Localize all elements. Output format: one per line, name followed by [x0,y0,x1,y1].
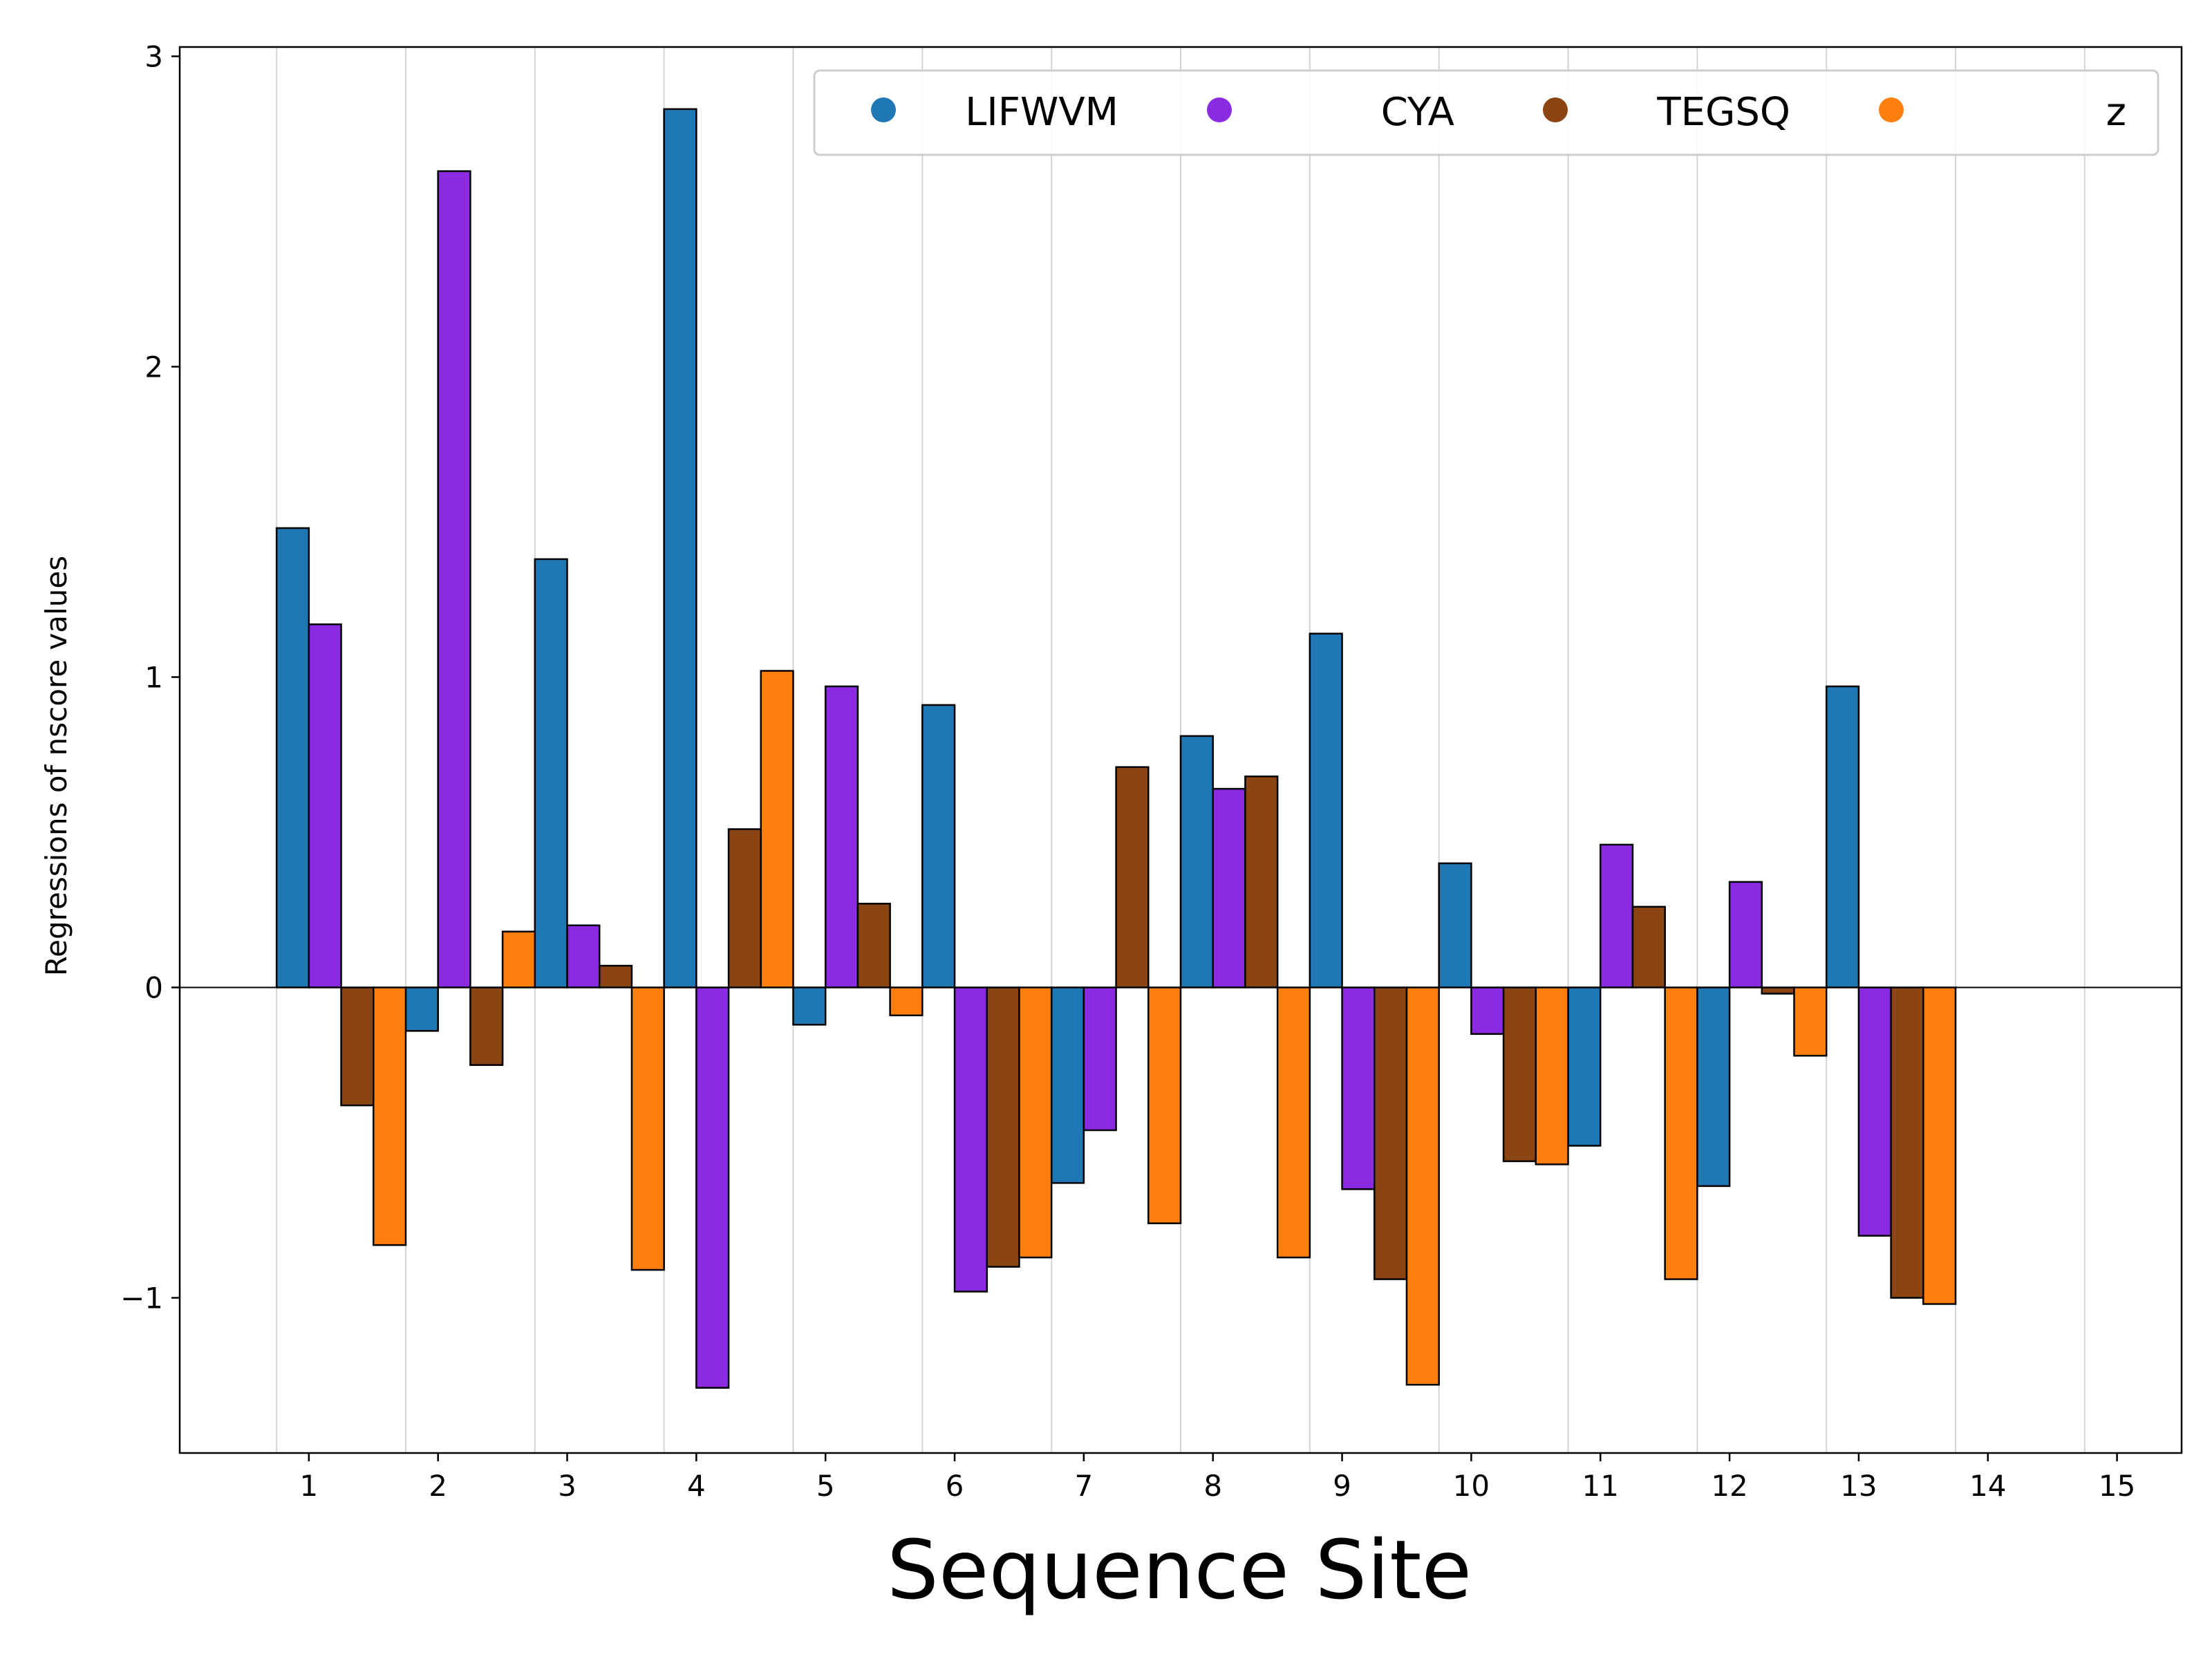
bar-cya-site-4 [695,986,730,1389]
legend-label-lifwvm: LIFWVM [965,90,1118,135]
bar-z-site-13 [1922,986,1957,1305]
bar-cya-site-11 [1599,843,1634,988]
x-tick-label: 4 [687,1469,706,1503]
bar-lifwvm-site-2 [404,986,439,1032]
legend: LIFWVM CYA TEGSQ z [813,69,2159,156]
y-tick-label: 2 [144,350,163,384]
bar-tegsq-site-7 [1115,766,1150,988]
bar-lifwvm-site-7 [1050,986,1085,1184]
x-tick-label: 9 [1333,1469,1351,1503]
x-tick-label: 3 [558,1469,577,1503]
bar-z-site-6 [1018,986,1053,1259]
bar-lifwvm-site-12 [1696,986,1731,1188]
bar-cya-site-3 [566,924,601,988]
bar-cya-site-10 [1470,986,1505,1035]
bar-z-site-3 [630,986,665,1271]
bar-cya-site-12 [1728,881,1763,988]
legend-marker-tegsq [1543,97,1568,122]
bar-lifwvm-site-5 [792,986,827,1026]
y-axis-label: Regressions of nscore values [39,556,73,976]
bar-lifwvm-site-4 [663,108,697,988]
bar-tegsq-site-11 [1631,906,1666,988]
legend-marker-cya [1207,97,1232,122]
x-tick-label: 14 [1969,1469,2006,1503]
bar-tegsq-site-13 [1890,986,1924,1299]
y-tick-label: 0 [144,971,163,1004]
bar-z-site-8 [1276,986,1311,1259]
bar-cya-site-13 [1857,986,1892,1237]
plot-frame [178,46,2183,1454]
bar-lifwvm-site-9 [1309,632,1343,988]
legend-label-z: z [2106,90,2126,135]
x-tick-label: 1 [299,1469,318,1503]
x-tick-label: 7 [1075,1469,1094,1503]
bar-z-site-4 [760,670,794,988]
bar-tegsq-site-5 [856,903,891,988]
bar-tegsq-site-4 [727,828,762,988]
bar-z-site-11 [1664,986,1698,1280]
bar-z-site-9 [1405,986,1440,1386]
bar-z-site-1 [373,986,407,1246]
bar-z-site-2 [501,930,536,988]
x-tick-label: 2 [429,1469,447,1503]
bar-tegsq-site-6 [986,986,1020,1268]
bar-cya-site-8 [1212,787,1246,988]
bar-z-site-10 [1535,986,1569,1165]
y-tick-label: 1 [144,660,163,694]
x-tick-label: 11 [1582,1469,1618,1503]
bar-lifwvm-site-1 [275,527,310,988]
x-tick-label: 6 [946,1469,964,1503]
x-tick-label: 8 [1203,1469,1222,1503]
y-tick-label: 3 [144,39,163,73]
bar-cya-site-9 [1341,986,1376,1190]
legend-label-tegsq: TEGSQ [1656,90,1790,135]
bar-lifwvm-site-8 [1179,735,1214,988]
legend-items: LIFWVM CYA TEGSQ z [871,90,2126,135]
x-axis-ticks: 1 2 3 4 5 6 7 8 9 10 11 12 13 14 15 [299,1453,2135,1503]
bar-tegsq-site-12 [1761,986,1795,995]
x-tick-label: 12 [1711,1469,1747,1503]
legend-label-cya: CYA [1381,90,1454,135]
bar-tegsq-site-8 [1244,775,1279,988]
bar-cya-site-1 [308,623,342,988]
bar-tegsq-site-3 [598,964,633,988]
bars [275,108,1957,1389]
bar-lifwvm-site-6 [921,704,956,988]
legend-marker-lifwvm [871,97,896,122]
bar-lifwvm-site-11 [1567,986,1602,1147]
x-tick-label: 10 [1453,1469,1490,1503]
bar-cya-site-5 [824,685,859,988]
x-tick-label: 5 [816,1469,835,1503]
bar-tegsq-site-2 [469,986,504,1066]
bar-cya-site-2 [437,170,471,988]
y-tick-label: −1 [120,1281,163,1315]
x-tick-label: 15 [2099,1469,2135,1503]
legend-frame [813,69,2159,156]
bar-tegsq-site-9 [1374,986,1408,1280]
bar-cya-site-6 [953,986,988,1293]
bar-cya-site-7 [1082,986,1117,1132]
bar-z-site-12 [1793,986,1828,1057]
bar-lifwvm-site-10 [1438,862,1472,988]
bar-tegsq-site-1 [340,986,375,1107]
x-axis-label: Sequence Site [887,1522,1472,1618]
x-tick-label: 13 [1840,1469,1877,1503]
bar-tegsq-site-10 [1502,986,1537,1163]
bar-lifwvm-site-13 [1825,685,1860,988]
bar-z-site-7 [1147,986,1182,1224]
y-axis-ticks: −1 0 1 2 3 [120,39,180,1315]
bar-z-site-5 [889,986,924,1017]
legend-marker-z [1879,97,1904,122]
bar-lifwvm-site-3 [534,558,568,988]
